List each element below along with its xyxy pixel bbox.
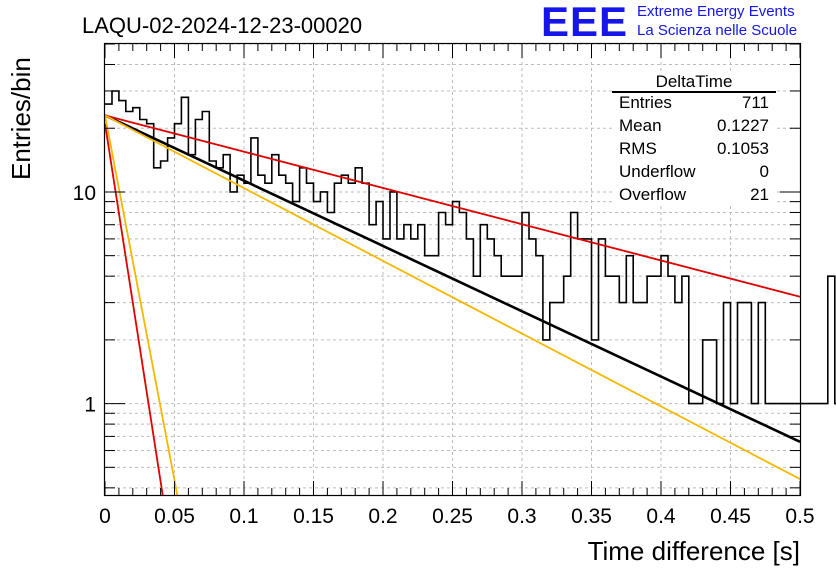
x-tick-label: 0.45 <box>710 505 751 528</box>
eee-logo: EEE <box>541 0 629 45</box>
fit-line-3 <box>104 123 164 496</box>
chart-title: LAQU-02-2024-12-23-00020 <box>82 13 362 38</box>
x-tick-label: 0.1 <box>229 505 258 528</box>
stats-box: DeltaTime Entries 711 Mean 0.1227 RMS 0.… <box>612 72 776 206</box>
plot-frame <box>103 42 802 497</box>
x-tick-label: 0.3 <box>507 505 536 528</box>
x-tick-label: 0.5 <box>785 505 814 528</box>
x-tick-label: 0 <box>99 505 111 528</box>
stats-value: 0 <box>759 162 769 181</box>
histogram <box>105 90 836 405</box>
stats-row-entries: Entries 711 <box>619 93 769 115</box>
eee-logo-line1: Extreme Energy Events <box>637 3 795 20</box>
stats-row-rms: RMS 0.1053 <box>619 139 769 161</box>
x-tick-label: 0.2 <box>368 505 397 528</box>
stats-row-underflow: Underflow 0 <box>619 162 769 184</box>
fit-line-0 <box>104 114 801 443</box>
stats-value: 711 <box>741 93 769 112</box>
stats-value: 0.1053 <box>717 139 769 158</box>
axis-ticks <box>104 43 801 495</box>
fit-line-2 <box>104 114 801 480</box>
grid <box>105 43 800 495</box>
stats-key: Mean <box>619 116 662 135</box>
axis-tick-labels: 0 0.05 0.1 0.15 0.2 0.25 0.3 0.35 0.4 0.45 0.5 1 10 <box>73 182 815 528</box>
y-axis-label: Entries/bin <box>6 57 36 180</box>
eee-logo-line2: La Scienza nelle Scuole <box>637 22 798 39</box>
stats-row-mean: Mean 0.1227 <box>619 116 769 138</box>
fit-line-1 <box>104 114 801 298</box>
stats-row-overflow: Overflow 21 <box>619 185 769 207</box>
x-axis-label: Time difference [s] <box>588 536 800 566</box>
stats-key: RMS <box>619 139 657 158</box>
stats-key: Entries <box>619 93 672 112</box>
x-tick-label: 0.15 <box>293 505 334 528</box>
eee-logo-subtitle: Extreme Energy Events La Scienza nelle S… <box>637 2 797 40</box>
histogram-outline <box>105 90 836 405</box>
stats-title-underline <box>612 91 776 93</box>
x-tick-label: 0.25 <box>432 505 473 528</box>
stats-value: 0.1227 <box>717 116 769 135</box>
stats-value: 21 <box>750 185 769 204</box>
stats-key: Overflow <box>619 185 687 204</box>
stats-title: DeltaTime <box>655 72 733 91</box>
y-tick-label: 10 <box>73 182 96 205</box>
fit-line-4 <box>104 115 179 496</box>
stats-key: Underflow <box>619 162 696 181</box>
x-tick-label: 0.35 <box>571 505 612 528</box>
fit-lines <box>104 114 801 496</box>
y-tick-label: 1 <box>84 394 96 417</box>
x-tick-label: 0.05 <box>154 505 195 528</box>
x-tick-label: 0.4 <box>646 505 676 528</box>
